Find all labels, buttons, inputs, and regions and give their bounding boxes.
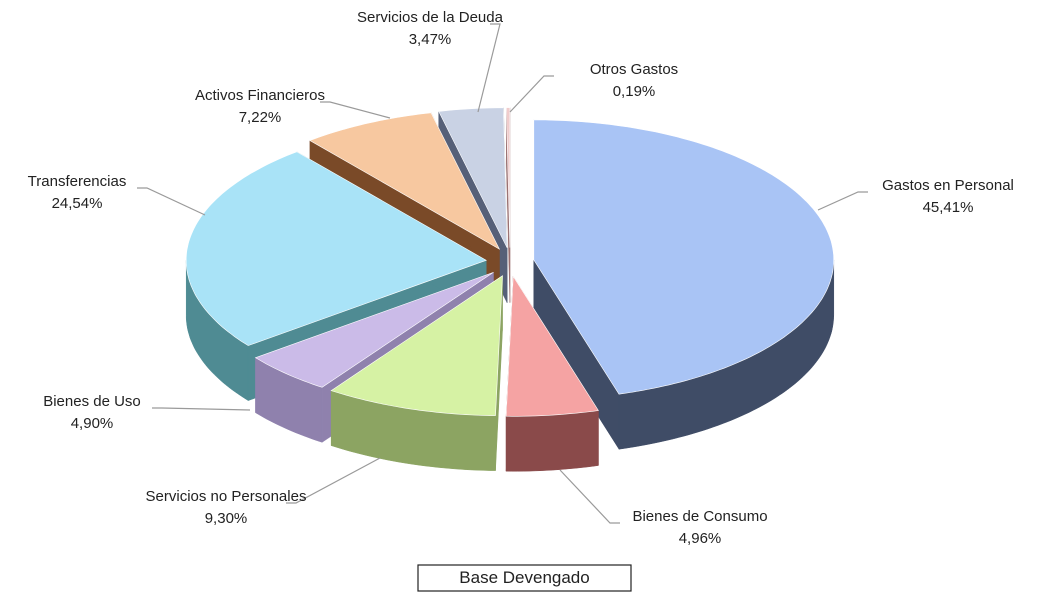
caption-box — [417, 564, 632, 592]
leader-line — [477, 23, 501, 113]
leader-line — [152, 407, 251, 411]
value-label: 24,54% — [52, 195, 103, 212]
slice-label: Activos Financieros — [195, 87, 325, 104]
slice-label: Transferencias — [28, 173, 127, 190]
slice-label: Bienes de Uso — [43, 393, 141, 410]
slice — [330, 275, 503, 416]
slice-label: Bienes de Consumo — [632, 508, 767, 525]
slice — [505, 275, 599, 417]
slice-label: Servicios no Personales — [146, 488, 307, 505]
leader-line — [286, 457, 381, 504]
leader-line — [509, 75, 554, 113]
leader-line — [559, 469, 620, 524]
leader-line — [320, 101, 391, 119]
slice — [254, 272, 494, 388]
value-label: 0,19% — [613, 83, 656, 100]
slice-label: Gastos en Personal — [882, 177, 1014, 194]
value-label: 45,41% — [923, 199, 974, 216]
slice — [505, 107, 511, 248]
value-label: 3,47% — [409, 31, 452, 48]
caption: Base Devengado — [459, 568, 589, 587]
slice-side — [505, 410, 599, 472]
value-label: 7,22% — [239, 109, 282, 126]
value-label: 4,90% — [71, 415, 114, 432]
slice — [185, 151, 487, 346]
leader-line — [137, 187, 206, 216]
slice — [309, 112, 501, 250]
slice-label: Servicios de la Deuda — [357, 9, 504, 26]
slice-label: Otros Gastos — [590, 61, 678, 78]
value-label: 4,96% — [679, 530, 722, 547]
value-label: 9,30% — [205, 510, 248, 527]
leader-line — [817, 191, 868, 211]
slice — [533, 119, 834, 395]
slice — [438, 107, 508, 248]
